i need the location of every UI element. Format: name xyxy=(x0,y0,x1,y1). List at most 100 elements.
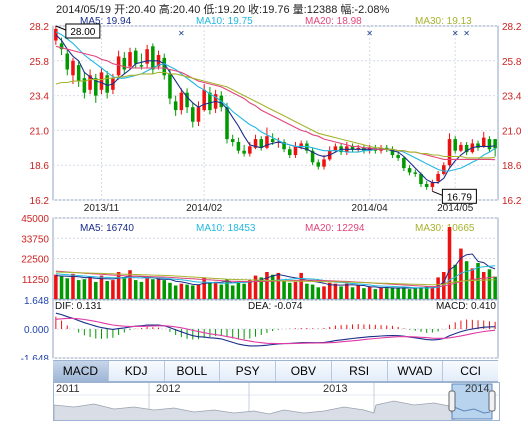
volume-bar xyxy=(259,277,264,299)
candle xyxy=(407,165,412,176)
candle xyxy=(236,137,241,154)
candle xyxy=(390,146,395,158)
volume-bar xyxy=(413,288,418,299)
volume-y-tick: 33750 xyxy=(21,234,49,245)
nav-year-label: 2014 xyxy=(465,383,490,395)
candle-body xyxy=(202,89,206,111)
candle xyxy=(202,84,206,112)
low-callout-box xyxy=(441,188,477,204)
candle xyxy=(384,144,389,153)
volume-bar xyxy=(299,272,303,299)
candle xyxy=(265,127,269,150)
price-panel xyxy=(52,25,499,201)
candle xyxy=(88,69,92,95)
candle-body xyxy=(487,139,492,150)
price-ma10-line xyxy=(55,31,496,172)
volume-bar xyxy=(82,279,87,299)
tab-wvad[interactable]: WVAD xyxy=(388,361,444,381)
volume-bar xyxy=(390,287,395,299)
price-x-label: 2014/04 xyxy=(352,203,389,214)
volume-bar xyxy=(236,281,241,299)
candle-body xyxy=(413,172,418,174)
candle xyxy=(402,156,406,171)
volume-bar xyxy=(419,287,423,299)
candle xyxy=(122,52,127,74)
macd-y-tick: -1.648 xyxy=(21,354,50,360)
candle-body xyxy=(459,144,463,151)
low-callout-leader xyxy=(432,190,443,196)
volume-bar xyxy=(248,280,252,299)
navigator-right-handle[interactable] xyxy=(488,390,496,412)
candle xyxy=(322,155,326,170)
volume-bar xyxy=(436,277,440,299)
volume-bar xyxy=(384,288,389,299)
tab-rsi[interactable]: RSI xyxy=(332,361,388,381)
candle xyxy=(419,172,423,187)
price-y-tick-right: 18.6 xyxy=(502,161,522,172)
candle xyxy=(76,60,81,87)
tab-psy[interactable]: PSY xyxy=(220,361,276,381)
volume-bar xyxy=(470,268,475,299)
tab-kdj[interactable]: KDJ xyxy=(109,361,165,381)
volume-bar xyxy=(487,269,492,299)
price-x-label: 2013/11 xyxy=(84,203,120,214)
volume-ma30-line xyxy=(55,271,496,286)
candle-body xyxy=(453,139,457,151)
candle xyxy=(94,73,98,103)
volume-bar xyxy=(350,287,355,299)
volume-bar xyxy=(407,289,412,299)
candle xyxy=(168,69,172,105)
chart-canvas[interactable]: 28.2 28.2 25.8 25.8 23.4 23.4 21.0 21.0 18.6 18.6… xyxy=(0,0,528,360)
candle-body xyxy=(133,50,138,64)
candle-body xyxy=(99,72,104,90)
volume-bar xyxy=(202,277,206,299)
price-y-tick-left: 25.8 xyxy=(30,57,50,68)
macd-y-tick: 1.648 xyxy=(24,296,49,307)
volume-bar xyxy=(116,272,121,299)
tab-cci[interactable]: CCI xyxy=(460,364,481,378)
candle xyxy=(105,70,109,99)
candle-body xyxy=(270,139,275,142)
volume-bar xyxy=(213,281,218,299)
price-ma5-line xyxy=(55,34,496,184)
price-y-tick-right: 21.0 xyxy=(502,126,522,137)
price-y-tick-left: 16.2 xyxy=(30,196,50,207)
tab-boll[interactable]: BOLL xyxy=(165,361,221,381)
price-y-tick-left: 23.4 xyxy=(30,92,50,103)
volume-bar xyxy=(145,276,149,299)
tab-obv[interactable]: OBV xyxy=(276,361,332,381)
candle xyxy=(191,102,195,128)
candle-body xyxy=(179,92,184,111)
candle-body xyxy=(282,142,286,150)
volume-bar xyxy=(276,272,281,299)
candle xyxy=(282,139,286,153)
price-ma-legend: MA5: 19.94 xyxy=(80,16,132,27)
price-ma-legend: MA20: 18.98 xyxy=(305,16,362,27)
candle-body xyxy=(402,157,406,169)
volume-ma-legend: MA5: 16740 xyxy=(80,223,134,234)
price-y-tick-right: 28.2 xyxy=(502,22,522,33)
candle-body xyxy=(390,149,395,156)
volume-bar xyxy=(424,286,429,299)
candle-body xyxy=(185,92,189,108)
candle-body xyxy=(299,143,303,147)
tab-macd[interactable]: MACD xyxy=(53,361,109,381)
candle-body xyxy=(76,65,81,82)
time-navigator[interactable] xyxy=(53,382,500,421)
navigator-left-handle[interactable] xyxy=(448,390,456,412)
macd-y-tick: 0.000 xyxy=(24,325,49,336)
volume-bar xyxy=(396,288,400,299)
candle xyxy=(242,144,246,157)
volume-bar xyxy=(373,289,378,299)
volume-bar xyxy=(111,280,115,299)
candle-body xyxy=(225,107,229,140)
candle xyxy=(65,49,70,76)
volume-y-tick: 11250 xyxy=(22,275,50,286)
volume-bar xyxy=(156,278,161,299)
volume-bar xyxy=(59,276,64,299)
volume-bar xyxy=(287,282,292,299)
candle-body xyxy=(236,142,241,151)
candle-body xyxy=(168,73,172,99)
candle-body xyxy=(384,147,389,150)
volume-bar xyxy=(208,282,212,299)
